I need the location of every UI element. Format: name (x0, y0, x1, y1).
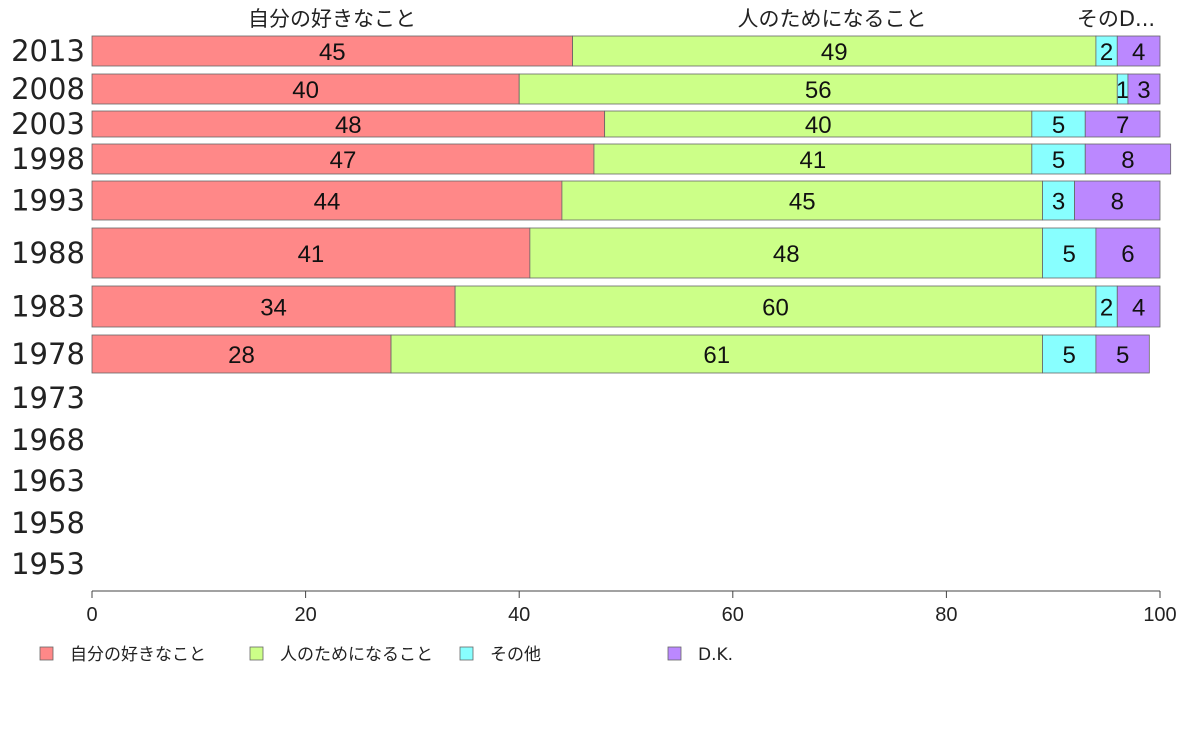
bar-segment (518, 73, 1118, 105)
data-label: 45 (789, 189, 816, 216)
data-label: 44 (314, 189, 341, 216)
tick-label: 20 (294, 604, 316, 626)
category-label: 1988 (11, 236, 85, 270)
legend-swatch (39, 646, 54, 661)
tick-label: 100 (1143, 604, 1176, 626)
data-label: 8 (1121, 147, 1134, 174)
data-label: 28 (228, 342, 255, 369)
bar-segment (91, 110, 606, 138)
data-label: 48 (335, 112, 362, 139)
data-label: 6 (1121, 241, 1134, 268)
bar-segment (1095, 334, 1150, 374)
legend-label: 人のためになること (280, 645, 433, 665)
data-label: 40 (292, 77, 319, 104)
data-label: 48 (773, 241, 800, 268)
data-label: 41 (800, 147, 827, 174)
bar-segment (1095, 227, 1161, 279)
bar-segment (593, 143, 1033, 175)
bar-segment (454, 285, 1097, 328)
category-label: 1973 (11, 381, 85, 415)
tick-label: 80 (935, 604, 957, 626)
bar-segment (91, 285, 456, 328)
data-label: 2 (1100, 39, 1113, 66)
data-label: 3 (1052, 189, 1065, 216)
bar-segment (1084, 110, 1161, 138)
data-label: 7 (1116, 112, 1129, 139)
data-label: 5 (1052, 112, 1065, 139)
bar-segment (1116, 35, 1161, 67)
bar-segment (604, 110, 1033, 138)
category-label: 1993 (11, 184, 85, 218)
category-label: 1998 (11, 142, 85, 176)
bar-segment (91, 73, 520, 105)
bar-segment (1042, 334, 1097, 374)
bar-segment (572, 35, 1097, 67)
data-label: 4 (1132, 39, 1145, 66)
tick-label: 60 (722, 604, 744, 626)
data-label: 3 (1137, 77, 1150, 104)
legend-label: D.K. (698, 645, 733, 665)
category-label: 1953 (11, 547, 85, 581)
bar-segment (1084, 143, 1172, 175)
category-label: 1978 (11, 337, 85, 371)
column-headers: 自分の好きなこと 人のためになること そのD... (248, 7, 1155, 31)
data-label: 34 (260, 295, 287, 322)
bar-segment (91, 227, 531, 279)
data-label: 40 (805, 112, 832, 139)
legend-swatch (459, 646, 474, 661)
bar-segment (561, 180, 1043, 221)
bar-segment (91, 180, 563, 221)
data-label: 8 (1111, 189, 1124, 216)
bar-segment (1042, 180, 1075, 221)
data-label: 5 (1116, 342, 1129, 369)
data-label: 49 (821, 39, 848, 66)
bar-segment (529, 227, 1043, 279)
legend-swatch (667, 646, 682, 661)
tick-label: 40 (508, 604, 530, 626)
x-axis: 0 20 40 60 80 100 (86, 590, 1177, 626)
legend: 自分の好きなこと 人のためになること その他 D.K. (39, 645, 733, 665)
category-label: 1963 (11, 464, 85, 498)
category-label: 1968 (11, 423, 85, 457)
data-label: 2 (1100, 295, 1113, 322)
data-label: 5 (1063, 342, 1076, 369)
data-label: 60 (762, 295, 789, 322)
bars: 45 49 2 440 56 1 348 40 5 747 41 5 844 45 3 841 48 5 634 60… (91, 35, 1172, 374)
column-header: 自分の好きなこと (248, 7, 416, 31)
category-label: 1958 (11, 506, 85, 540)
data-label: 5 (1052, 147, 1065, 174)
bar-segment (91, 35, 574, 67)
category-label: 2013 (11, 34, 85, 68)
data-label: 1 (1116, 77, 1129, 104)
legend-label: その他 (490, 645, 541, 665)
category-label: 2003 (11, 107, 85, 141)
bar-segment (1116, 285, 1161, 328)
column-header: 人のためになること (738, 7, 927, 31)
category-label: 2008 (11, 72, 85, 106)
tick-label: 0 (86, 604, 97, 626)
bar-segment (91, 143, 595, 175)
legend-swatch (249, 646, 264, 661)
data-label: 41 (298, 241, 325, 268)
data-label: 45 (319, 39, 346, 66)
bar-segment (1031, 110, 1086, 138)
column-header: そのD... (1077, 7, 1155, 31)
legend-label: 自分の好きなこと (70, 645, 206, 665)
data-label: 61 (703, 342, 730, 369)
bar-segment (1127, 73, 1161, 105)
data-label: 5 (1063, 241, 1076, 268)
category-label: 1983 (11, 290, 85, 324)
bar-segment (390, 334, 1043, 374)
data-label: 47 (330, 147, 357, 174)
data-label: 56 (805, 77, 832, 104)
data-label: 4 (1132, 295, 1145, 322)
bar-segment (1074, 180, 1161, 221)
